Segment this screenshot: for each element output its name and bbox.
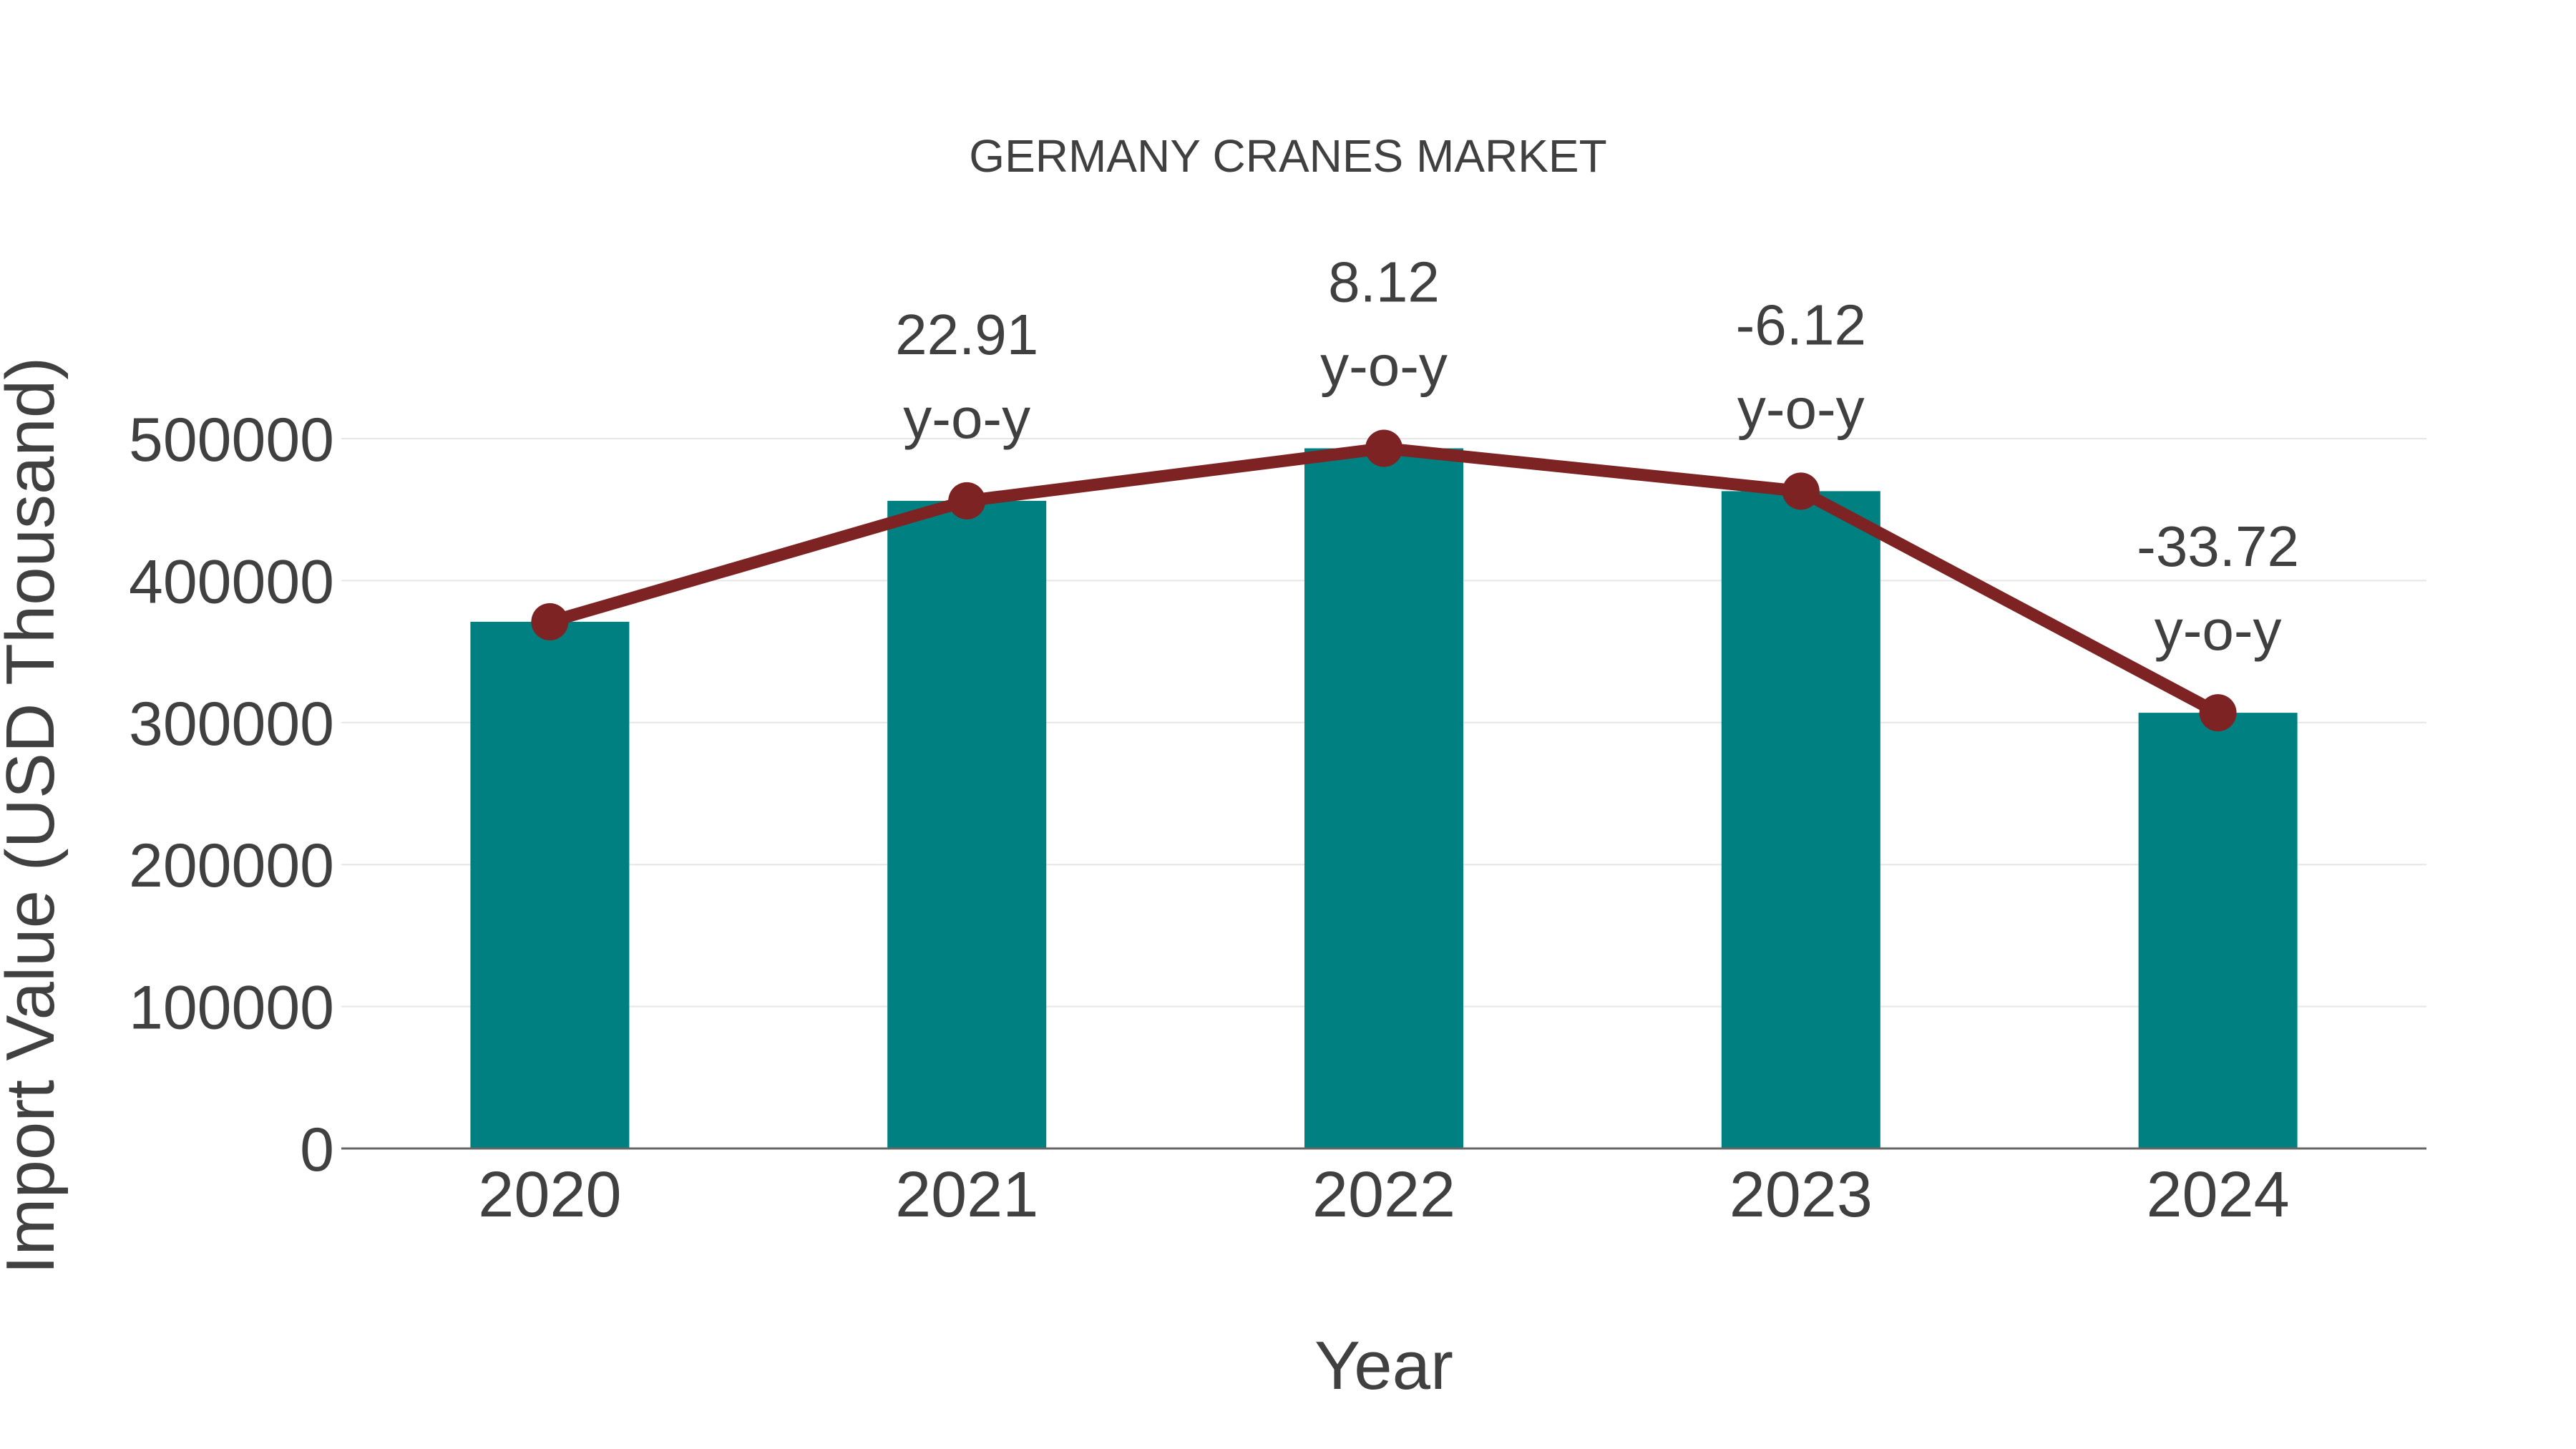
x-tick-label: 2022 — [1312, 1159, 1455, 1231]
y-tick-label: 500000 — [129, 406, 334, 474]
y-tick-label: 200000 — [129, 831, 334, 900]
x-axis-tick-labels: 2020 2021 2022 2023 2024 — [478, 1159, 2289, 1231]
point-2020[interactable] — [531, 602, 569, 640]
point-2022[interactable] — [1365, 429, 1402, 467]
chart-title: GERMANY CRANES MARKET — [969, 130, 1606, 182]
bar-2024[interactable] — [2138, 713, 2298, 1148]
yoy-suffix-label: y-o-y — [2155, 598, 2282, 662]
bar-2022[interactable] — [1304, 448, 1463, 1148]
bar-2021[interactable] — [887, 500, 1047, 1148]
y-tick-label: 300000 — [129, 690, 334, 758]
line-points — [531, 429, 2237, 732]
yoy-value-label: 22.91 — [895, 303, 1038, 366]
x-axis-title: Year — [1314, 1327, 1453, 1404]
point-2024[interactable] — [2199, 694, 2237, 732]
x-tick-label: 2024 — [2146, 1159, 2289, 1231]
y-tick-label: 400000 — [129, 547, 334, 616]
x-tick-label: 2020 — [478, 1159, 621, 1231]
y-axis-tick-labels: 0 100000 200000 300000 400000 500000 — [129, 406, 334, 1184]
yoy-suffix-label: y-o-y — [1320, 333, 1448, 397]
x-tick-label: 2023 — [1729, 1159, 1873, 1231]
yoy-value-label: -33.72 — [2137, 514, 2299, 578]
yoy-value-label: 8.12 — [1328, 250, 1440, 313]
point-2023[interactable] — [1782, 472, 1820, 510]
yoy-value-label: -6.12 — [1736, 293, 1866, 356]
point-2021[interactable] — [948, 482, 986, 519]
y-tick-label: 100000 — [129, 974, 334, 1043]
x-tick-label: 2021 — [895, 1159, 1038, 1231]
y-tick-label: 0 — [300, 1116, 334, 1184]
yoy-suffix-label: y-o-y — [903, 386, 1030, 450]
y-axis-title: Import Value (USD Thousand) — [0, 357, 69, 1274]
bar-2023[interactable] — [1721, 491, 1880, 1148]
bar-series — [470, 448, 2298, 1148]
point-labels: 22.91 y-o-y 8.12 y-o-y -6.12 y-o-y -33.72 y-o-y — [895, 250, 2299, 662]
yoy-suffix-label: y-o-y — [1737, 376, 1865, 440]
bar-2020[interactable] — [470, 621, 630, 1148]
